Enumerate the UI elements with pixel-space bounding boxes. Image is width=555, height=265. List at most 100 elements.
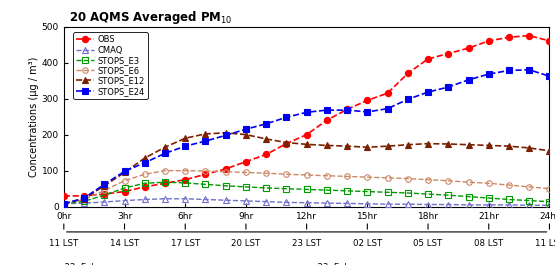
CMAQ (223, 199, 229, 202)
OBS (162, 182, 168, 185)
CMAQ (182, 197, 189, 200)
Text: 20 AQMS Averaged PM$_{10}$: 20 AQMS Averaged PM$_{10}$ (69, 10, 232, 26)
STOPS_E6 (344, 175, 350, 178)
STOPS_E3 (546, 200, 553, 203)
Text: 14 LST: 14 LST (110, 239, 139, 248)
STOPS_E6 (506, 183, 512, 187)
STOPS_E24 (506, 69, 512, 72)
CMAQ (303, 201, 310, 204)
STOPS_E24 (60, 202, 67, 205)
STOPS_E3 (303, 188, 310, 191)
CMAQ (283, 201, 290, 204)
STOPS_E24 (303, 111, 310, 114)
CMAQ (384, 202, 391, 206)
STOPS_E24 (182, 145, 189, 148)
CMAQ (324, 201, 330, 205)
STOPS_E24 (465, 78, 472, 81)
STOPS_E24 (243, 128, 249, 131)
STOPS_E3 (486, 196, 492, 200)
Text: 02 LST: 02 LST (353, 239, 382, 248)
STOPS_E6 (202, 169, 209, 173)
Legend: OBS, CMAQ, STOPS_E3, STOPS_E6, STOPS_E12, STOPS_E24: OBS, CMAQ, STOPS_E3, STOPS_E6, STOPS_E12… (73, 33, 148, 99)
OBS (344, 108, 350, 111)
OBS (486, 39, 492, 42)
STOPS_E12 (80, 197, 87, 200)
STOPS_E3 (121, 186, 128, 189)
STOPS_E12 (142, 156, 148, 160)
STOPS_E12 (384, 145, 391, 148)
CMAQ (202, 198, 209, 201)
STOPS_E12 (263, 137, 270, 140)
CMAQ (506, 203, 512, 206)
OBS (384, 92, 391, 95)
STOPS_E24 (202, 139, 209, 143)
CMAQ (243, 199, 249, 202)
STOPS_E6 (101, 189, 108, 192)
OBS (465, 47, 472, 50)
STOPS_E12 (445, 142, 452, 145)
STOPS_E3 (101, 193, 108, 197)
Line: STOPS_E12: STOPS_E12 (60, 129, 553, 207)
Text: 11 LST: 11 LST (49, 239, 78, 248)
STOPS_E3 (445, 193, 452, 197)
CMAQ (405, 202, 411, 206)
CMAQ (60, 202, 67, 205)
STOPS_E3 (405, 191, 411, 195)
OBS (182, 178, 189, 181)
STOPS_E24 (425, 91, 431, 94)
STOPS_E12 (506, 145, 512, 148)
STOPS_E12 (364, 146, 371, 149)
CMAQ (364, 202, 371, 205)
STOPS_E6 (465, 181, 472, 184)
STOPS_E3 (425, 192, 431, 196)
STOPS_E12 (324, 144, 330, 147)
STOPS_E6 (223, 170, 229, 173)
STOPS_E3 (263, 186, 270, 189)
OBS (405, 72, 411, 75)
STOPS_E24 (405, 98, 411, 101)
CMAQ (162, 197, 168, 200)
OBS (101, 192, 108, 196)
STOPS_E6 (303, 173, 310, 176)
STOPS_E12 (283, 141, 290, 144)
Text: 08 LST: 08 LST (474, 239, 503, 248)
STOPS_E12 (101, 184, 108, 187)
STOPS_E12 (405, 143, 411, 146)
STOPS_E6 (364, 175, 371, 179)
STOPS_E12 (546, 149, 553, 152)
OBS (283, 142, 290, 145)
STOPS_E6 (243, 171, 249, 174)
OBS (263, 153, 270, 156)
STOPS_E12 (425, 142, 431, 145)
STOPS_E24 (324, 109, 330, 112)
Line: STOPS_E6: STOPS_E6 (61, 168, 552, 207)
OBS (121, 190, 128, 193)
OBS (546, 39, 553, 42)
STOPS_E12 (486, 144, 492, 147)
STOPS_E3 (324, 188, 330, 192)
Text: 17 LST: 17 LST (170, 239, 200, 248)
STOPS_E6 (546, 187, 553, 190)
STOPS_E12 (465, 143, 472, 146)
STOPS_E6 (142, 173, 148, 176)
CMAQ (80, 201, 87, 205)
STOPS_E12 (243, 133, 249, 136)
STOPS_E24 (283, 116, 290, 119)
STOPS_E6 (283, 173, 290, 176)
STOPS_E3 (162, 181, 168, 184)
CMAQ (101, 200, 108, 204)
STOPS_E3 (465, 195, 472, 198)
STOPS_E6 (60, 202, 67, 205)
STOPS_E6 (182, 169, 189, 172)
STOPS_E6 (405, 177, 411, 180)
OBS (243, 160, 249, 163)
CMAQ (445, 203, 452, 206)
OBS (445, 52, 452, 55)
STOPS_E24 (263, 122, 270, 125)
STOPS_E6 (425, 178, 431, 181)
CMAQ (526, 204, 533, 207)
STOPS_E6 (526, 185, 533, 188)
OBS (142, 185, 148, 188)
STOPS_E12 (202, 132, 209, 135)
STOPS_E6 (162, 169, 168, 172)
